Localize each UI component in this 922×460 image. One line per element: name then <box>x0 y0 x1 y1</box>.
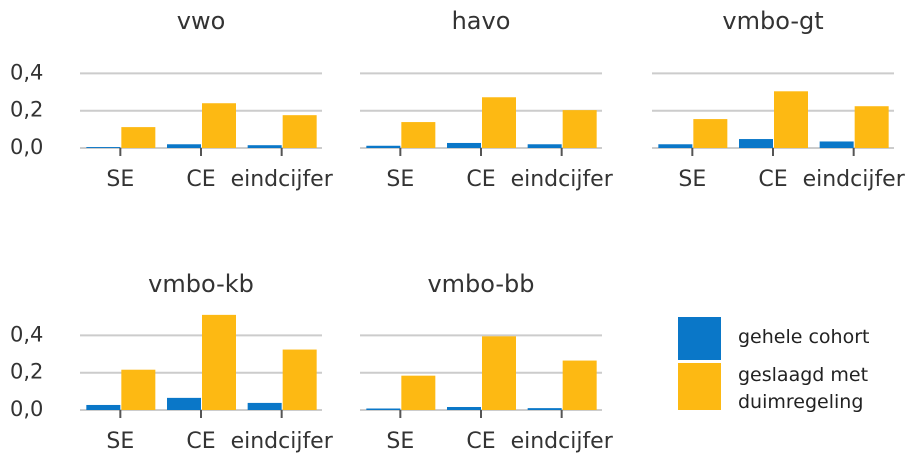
bar <box>658 144 693 148</box>
bar <box>366 145 401 148</box>
bar <box>562 360 597 410</box>
x-tick-label: eindcijfer <box>511 167 614 192</box>
bar <box>282 115 317 148</box>
x-tick-label: CE <box>186 167 215 192</box>
bar <box>562 110 597 148</box>
x-tick-label: SE <box>386 167 414 192</box>
bar <box>86 404 121 410</box>
bar <box>366 408 401 410</box>
x-tick-label: SE <box>678 167 706 192</box>
bar <box>527 144 562 148</box>
x-tick-label: CE <box>466 429 495 454</box>
x-tick-label: SE <box>106 429 134 454</box>
x-tick-label: SE <box>386 429 414 454</box>
bar <box>693 119 728 148</box>
bar <box>401 375 436 410</box>
panel-title: vmbo-kb <box>148 270 254 298</box>
y-tick-label: 0,4 <box>10 60 43 84</box>
bar <box>447 142 481 148</box>
panel-title: vmbo-bb <box>427 270 534 298</box>
bar <box>482 336 516 410</box>
bar <box>282 349 317 410</box>
legend-swatch <box>678 363 721 410</box>
x-tick-label: eindcijfer <box>231 167 334 192</box>
x-tick-label: SE <box>106 167 134 192</box>
bar <box>167 397 201 410</box>
bar <box>86 147 121 148</box>
y-tick-label: 0,0 <box>10 135 43 159</box>
x-tick-label: eindcijfer <box>803 167 906 192</box>
x-tick-label: CE <box>186 429 215 454</box>
bar <box>247 145 282 148</box>
bar <box>482 97 516 148</box>
x-tick-label: CE <box>466 167 495 192</box>
panel-title: vwo <box>177 7 226 35</box>
legend-label: gehele cohort <box>738 326 870 348</box>
bar <box>121 369 156 410</box>
x-tick-label: eindcijfer <box>231 429 334 454</box>
bar <box>247 402 282 410</box>
y-tick-label: 0,2 <box>10 98 43 122</box>
x-tick-label: CE <box>758 167 787 192</box>
bar <box>401 122 436 148</box>
panel-title: vmbo-gt <box>722 7 823 35</box>
bar <box>167 144 201 148</box>
bar <box>819 141 854 148</box>
panel-title: havo <box>452 7 511 35</box>
bar <box>739 139 773 148</box>
legend-swatch <box>678 317 721 360</box>
bar <box>202 103 236 148</box>
legend-label: geslaagd met duimregeling <box>738 364 869 413</box>
y-tick-label: 0,4 <box>10 322 43 346</box>
legend-item: geslaagd met duimregeling <box>738 364 869 413</box>
bar <box>202 314 236 410</box>
x-tick-label: eindcijfer <box>511 429 614 454</box>
bar <box>447 407 481 410</box>
bar <box>774 91 808 148</box>
y-tick-label: 0,0 <box>10 397 43 421</box>
bar <box>121 127 156 148</box>
bar <box>854 106 889 148</box>
bar <box>527 408 562 410</box>
y-tick-label: 0,2 <box>10 360 43 384</box>
legend-item: gehele cohort <box>738 326 870 348</box>
